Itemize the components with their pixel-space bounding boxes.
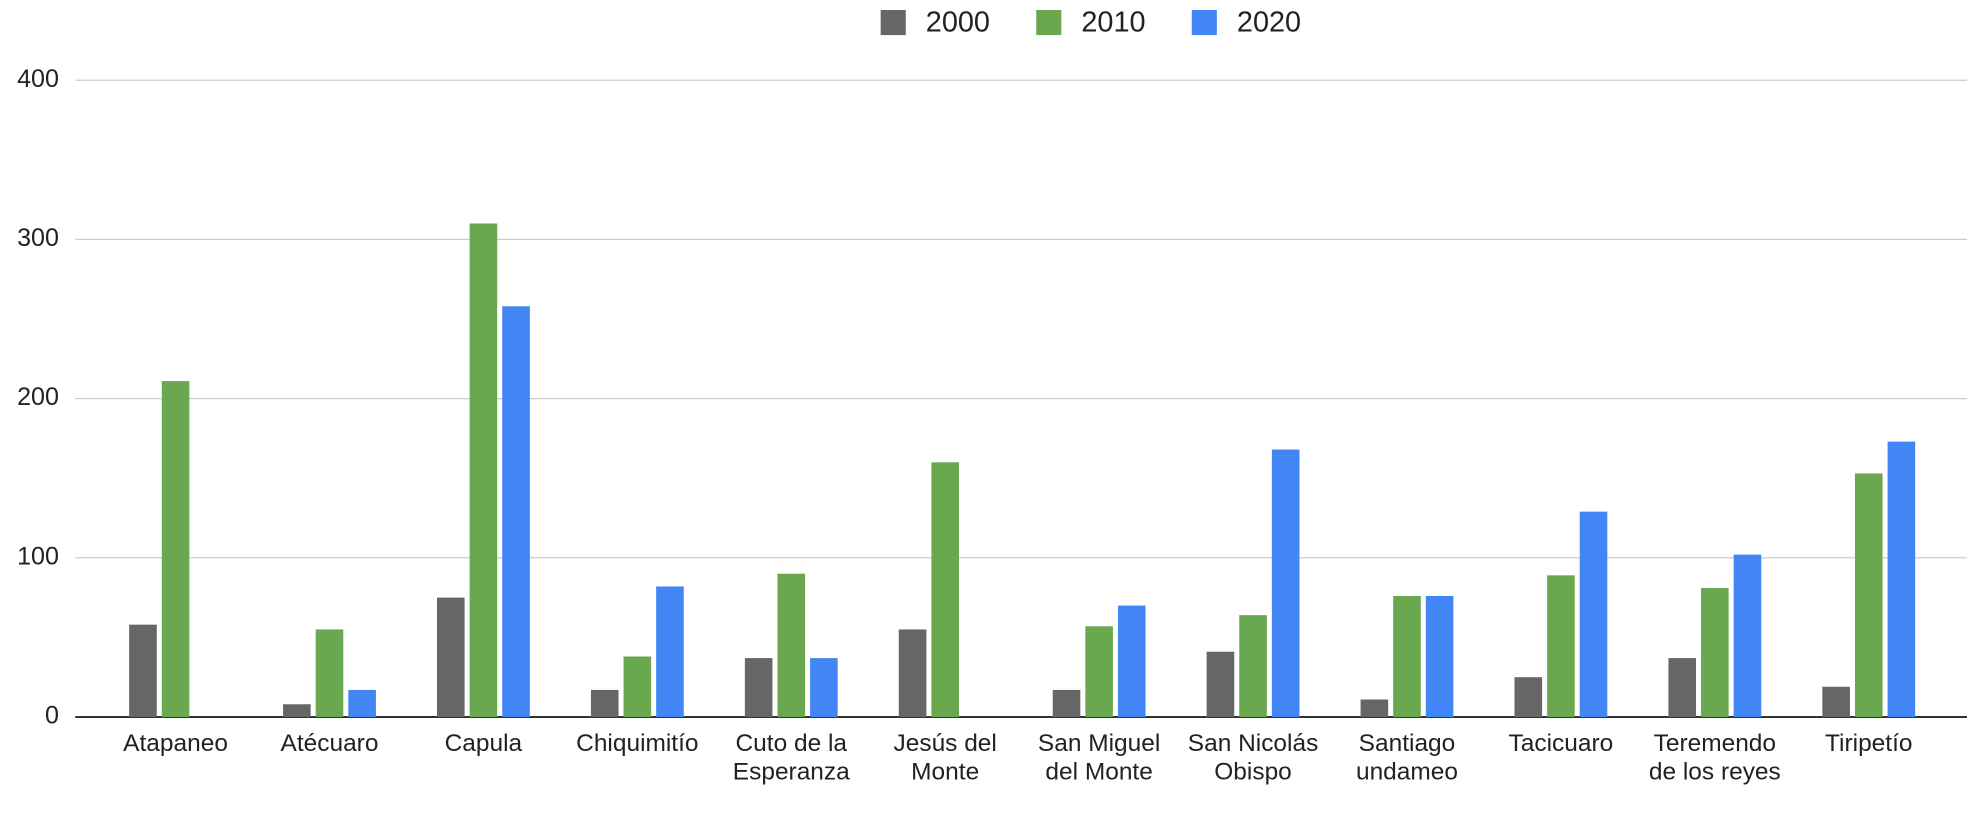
y-tick-label: 100 [17,542,59,570]
bar [1514,677,1543,718]
bar [1117,605,1146,718]
x-tick-label: San Nicolás Obispo [1187,729,1319,786]
y-tick-label: 400 [17,65,59,93]
bar [1393,596,1421,718]
bar [931,462,960,718]
x-tick-label: Cuto de la Esperanza [732,729,850,786]
bar [1547,575,1575,718]
bar [1271,449,1300,718]
legend-swatch [1191,10,1217,36]
legend-swatch [880,10,906,36]
bar [1733,554,1762,718]
bar [315,629,344,718]
bar [744,658,773,718]
x-tick-label: Tiripetío [1825,729,1913,758]
bar [810,658,838,718]
bar [898,629,927,718]
bar [1822,686,1850,718]
bar [623,656,652,718]
bar [1206,651,1235,718]
x-tick-label: Teremendo de los reyes [1648,729,1781,786]
x-tick-label: San Miguel del Monte [1037,729,1161,786]
bar [1887,441,1916,718]
legend-label: 2020 [1237,6,1301,38]
x-tick-label: Capula [444,729,523,758]
bar [348,689,376,718]
bar [590,689,619,718]
bar [1579,511,1608,718]
x-tick-label: Santiago undameo [1355,729,1458,786]
bar [1701,588,1729,718]
x-tick-label: Atapaneo [123,729,228,758]
y-tick-label: 200 [17,383,59,411]
bar [502,306,530,718]
bar [129,624,157,718]
bar [437,597,465,718]
legend-label: 2010 [1081,6,1145,38]
x-tick-label: Atécuaro [280,729,379,758]
x-tick-label: Chiquimitío [576,729,699,758]
bar [1239,615,1267,718]
legend-swatch [1036,10,1062,36]
bar [161,381,190,718]
bar [283,704,311,718]
bar [469,223,498,718]
y-tick-label: 0 [45,702,59,730]
bar [1425,596,1454,718]
bar [1360,699,1389,718]
bar [777,573,806,718]
bar [656,586,684,718]
x-tick-label: Jesús del Monte [893,729,997,786]
bar [1668,658,1697,718]
bar [1085,626,1113,718]
x-tick-label: Tacicuaro [1508,729,1614,758]
bar [1052,689,1081,718]
y-tick-label: 300 [17,224,59,252]
legend-label: 2000 [926,6,990,38]
bar [1854,473,1883,718]
